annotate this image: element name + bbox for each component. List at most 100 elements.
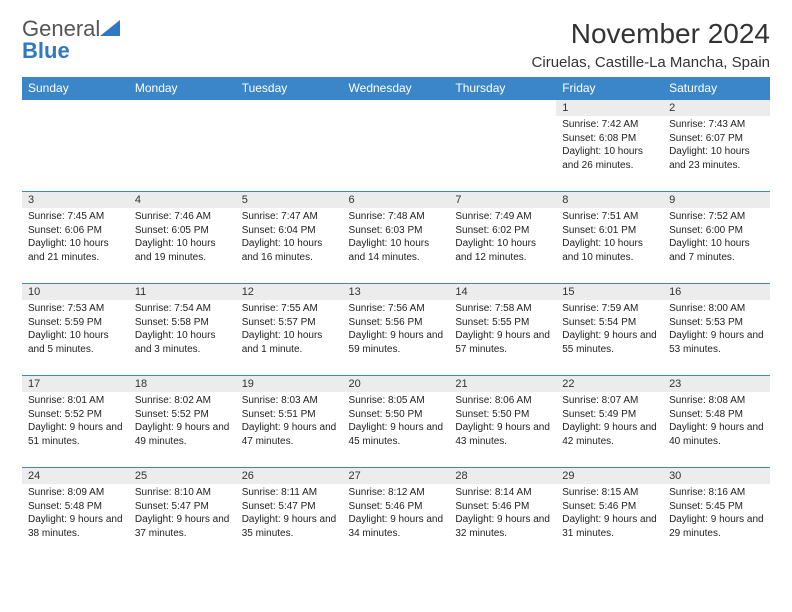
calendar-cell: 10Sunrise: 7:53 AMSunset: 5:59 PMDayligh… <box>22 284 129 376</box>
day-details: Sunrise: 7:47 AMSunset: 6:04 PMDaylight:… <box>236 208 343 266</box>
day-number: 2 <box>663 100 770 116</box>
calendar-cell: 25Sunrise: 8:10 AMSunset: 5:47 PMDayligh… <box>129 468 236 560</box>
day-number: 17 <box>22 376 129 392</box>
sunset-text: Sunset: 5:48 PM <box>669 408 764 422</box>
calendar-cell: 4 Sunrise: 7:46 AMSunset: 6:05 PMDaylight… <box>129 192 236 284</box>
day-number: 22 <box>556 376 663 392</box>
daylight-text: Daylight: 10 hours and 14 minutes. <box>349 237 444 264</box>
sunrise-text: Sunrise: 7:55 AM <box>242 302 337 316</box>
day-details: Sunrise: 8:00 AMSunset: 5:53 PMDaylight:… <box>663 300 770 358</box>
day-details: Sunrise: 7:45 AMSunset: 6:06 PMDaylight:… <box>22 208 129 266</box>
sunrise-text: Sunrise: 8:11 AM <box>242 486 337 500</box>
day-details: Sunrise: 7:55 AMSunset: 5:57 PMDaylight:… <box>236 300 343 358</box>
sunrise-text: Sunrise: 8:10 AM <box>135 486 230 500</box>
sunset-text: Sunset: 5:58 PM <box>135 316 230 330</box>
daylight-text: Daylight: 10 hours and 1 minute. <box>242 329 337 356</box>
sunset-text: Sunset: 5:46 PM <box>349 500 444 514</box>
day-number <box>129 100 236 104</box>
day-number: 28 <box>449 468 556 484</box>
daylight-text: Daylight: 9 hours and 51 minutes. <box>28 421 123 448</box>
sunrise-text: Sunrise: 7:49 AM <box>455 210 550 224</box>
daylight-text: Daylight: 9 hours and 55 minutes. <box>562 329 657 356</box>
calendar-cell: 29Sunrise: 8:15 AMSunset: 5:46 PMDayligh… <box>556 468 663 560</box>
sunrise-text: Sunrise: 7:48 AM <box>349 210 444 224</box>
sunset-text: Sunset: 5:52 PM <box>135 408 230 422</box>
day-details: Sunrise: 8:15 AMSunset: 5:46 PMDaylight:… <box>556 484 663 542</box>
calendar-cell: 12Sunrise: 7:55 AMSunset: 5:57 PMDayligh… <box>236 284 343 376</box>
day-details: Sunrise: 8:16 AMSunset: 5:45 PMDaylight:… <box>663 484 770 542</box>
daylight-text: Daylight: 10 hours and 5 minutes. <box>28 329 123 356</box>
page-title: November 2024 <box>532 18 770 50</box>
calendar-cell: 13Sunrise: 7:56 AMSunset: 5:56 PMDayligh… <box>343 284 450 376</box>
daylight-text: Daylight: 9 hours and 45 minutes. <box>349 421 444 448</box>
day-number: 16 <box>663 284 770 300</box>
day-number: 10 <box>22 284 129 300</box>
daylight-text: Daylight: 9 hours and 47 minutes. <box>242 421 337 448</box>
calendar-cell: 18Sunrise: 8:02 AMSunset: 5:52 PMDayligh… <box>129 376 236 468</box>
triangle-icon <box>100 18 120 40</box>
day-number <box>236 100 343 104</box>
sunset-text: Sunset: 6:05 PM <box>135 224 230 238</box>
sunset-text: Sunset: 5:50 PM <box>455 408 550 422</box>
day-number: 29 <box>556 468 663 484</box>
weekday-header-row: Sunday Monday Tuesday Wednesday Thursday… <box>22 77 770 100</box>
day-number: 12 <box>236 284 343 300</box>
calendar-cell: 14Sunrise: 7:58 AMSunset: 5:55 PMDayligh… <box>449 284 556 376</box>
day-number: 4 <box>129 192 236 208</box>
day-number: 24 <box>22 468 129 484</box>
daylight-text: Daylight: 10 hours and 19 minutes. <box>135 237 230 264</box>
day-details: Sunrise: 7:43 AMSunset: 6:07 PMDaylight:… <box>663 116 770 174</box>
daylight-text: Daylight: 9 hours and 59 minutes. <box>349 329 444 356</box>
daylight-text: Daylight: 10 hours and 26 minutes. <box>562 145 657 172</box>
calendar-cell: 21Sunrise: 8:06 AMSunset: 5:50 PMDayligh… <box>449 376 556 468</box>
daylight-text: Daylight: 9 hours and 49 minutes. <box>135 421 230 448</box>
calendar-cell: 6Sunrise: 7:48 AMSunset: 6:03 PMDaylight… <box>343 192 450 284</box>
logo-word2: Blue <box>22 38 70 63</box>
daylight-text: Daylight: 9 hours and 43 minutes. <box>455 421 550 448</box>
daylight-text: Daylight: 10 hours and 16 minutes. <box>242 237 337 264</box>
day-number: 6 <box>343 192 450 208</box>
daylight-text: Daylight: 10 hours and 21 minutes. <box>28 237 123 264</box>
sunrise-text: Sunrise: 7:59 AM <box>562 302 657 316</box>
sunrise-text: Sunrise: 7:52 AM <box>669 210 764 224</box>
day-details: Sunrise: 7:54 AMSunset: 5:58 PMDaylight:… <box>129 300 236 358</box>
day-details: Sunrise: 8:06 AMSunset: 5:50 PMDaylight:… <box>449 392 556 450</box>
day-number: 5 <box>236 192 343 208</box>
day-details: Sunrise: 7:51 AMSunset: 6:01 PMDaylight:… <box>556 208 663 266</box>
day-number: 18 <box>129 376 236 392</box>
day-number: 11 <box>129 284 236 300</box>
day-number: 23 <box>663 376 770 392</box>
day-details: Sunrise: 7:56 AMSunset: 5:56 PMDaylight:… <box>343 300 450 358</box>
daylight-text: Daylight: 9 hours and 42 minutes. <box>562 421 657 448</box>
calendar-row: 1Sunrise: 7:42 AMSunset: 6:08 PMDaylight… <box>22 100 770 192</box>
sunset-text: Sunset: 5:46 PM <box>455 500 550 514</box>
calendar-cell: 15Sunrise: 7:59 AMSunset: 5:54 PMDayligh… <box>556 284 663 376</box>
sunset-text: Sunset: 6:06 PM <box>28 224 123 238</box>
day-details: Sunrise: 8:14 AMSunset: 5:46 PMDaylight:… <box>449 484 556 542</box>
calendar-cell: 20Sunrise: 8:05 AMSunset: 5:50 PMDayligh… <box>343 376 450 468</box>
sunset-text: Sunset: 5:56 PM <box>349 316 444 330</box>
weekday-header: Friday <box>556 77 663 100</box>
day-number: 14 <box>449 284 556 300</box>
calendar-cell: 27Sunrise: 8:12 AMSunset: 5:46 PMDayligh… <box>343 468 450 560</box>
sunset-text: Sunset: 5:59 PM <box>28 316 123 330</box>
weekday-header: Wednesday <box>343 77 450 100</box>
sunrise-text: Sunrise: 7:45 AM <box>28 210 123 224</box>
sunset-text: Sunset: 5:45 PM <box>669 500 764 514</box>
day-details: Sunrise: 7:52 AMSunset: 6:00 PMDaylight:… <box>663 208 770 266</box>
sunset-text: Sunset: 6:02 PM <box>455 224 550 238</box>
sunrise-text: Sunrise: 7:46 AM <box>135 210 230 224</box>
day-number <box>22 100 129 104</box>
day-details: Sunrise: 8:11 AMSunset: 5:47 PMDaylight:… <box>236 484 343 542</box>
daylight-text: Daylight: 9 hours and 34 minutes. <box>349 513 444 540</box>
day-number: 8 <box>556 192 663 208</box>
sunset-text: Sunset: 5:46 PM <box>562 500 657 514</box>
calendar-cell <box>22 100 129 192</box>
calendar-cell: 30Sunrise: 8:16 AMSunset: 5:45 PMDayligh… <box>663 468 770 560</box>
day-number: 25 <box>129 468 236 484</box>
calendar-cell: 16Sunrise: 8:00 AMSunset: 5:53 PMDayligh… <box>663 284 770 376</box>
sunset-text: Sunset: 6:04 PM <box>242 224 337 238</box>
weekday-header: Sunday <box>22 77 129 100</box>
day-details: Sunrise: 8:09 AMSunset: 5:48 PMDaylight:… <box>22 484 129 542</box>
sunrise-text: Sunrise: 7:51 AM <box>562 210 657 224</box>
